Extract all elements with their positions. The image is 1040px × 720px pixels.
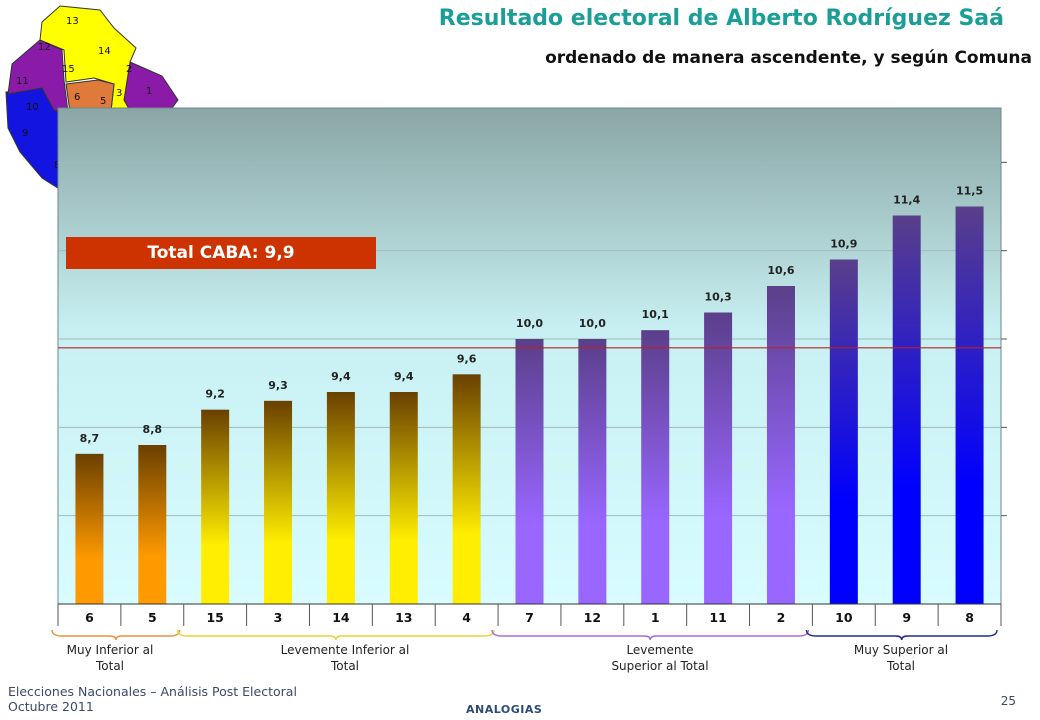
group-label-line: Superior al Total bbox=[611, 659, 709, 673]
brand-label: ANALOGIAS bbox=[466, 703, 543, 716]
group-bracket bbox=[51, 629, 181, 641]
map-label: 10 bbox=[26, 102, 39, 113]
x-tick-label: 14 bbox=[332, 610, 350, 625]
x-tick-label: 2 bbox=[777, 610, 786, 625]
x-tick-label: 8 bbox=[965, 610, 974, 625]
bar-comuna-3 bbox=[264, 400, 293, 604]
bar-comuna-15 bbox=[201, 409, 230, 604]
map-label: 14 bbox=[98, 46, 111, 57]
map-label: 9 bbox=[22, 128, 28, 139]
x-tick-label: 9 bbox=[902, 610, 911, 625]
bar-value-label: 8,8 bbox=[143, 423, 163, 436]
bar-value-label: 9,4 bbox=[331, 370, 351, 383]
map-label: 6 bbox=[74, 92, 80, 103]
x-tick-label: 15 bbox=[206, 610, 223, 625]
bar-comuna-4 bbox=[452, 374, 481, 604]
map-label: 15 bbox=[62, 64, 75, 75]
bar-comuna-12 bbox=[578, 339, 607, 604]
bar-value-label: 11,4 bbox=[893, 193, 920, 206]
map-label: 13 bbox=[66, 16, 79, 27]
group-label-line: Levemente Inferior al bbox=[280, 643, 410, 657]
x-tick-label: 3 bbox=[274, 610, 283, 625]
group-label-line: Levemente bbox=[626, 643, 694, 657]
bar-value-label: 10,9 bbox=[830, 238, 857, 251]
x-tick-label: 11 bbox=[709, 610, 726, 625]
map-label: 4 bbox=[114, 130, 120, 141]
bar-value-label: 10,1 bbox=[642, 308, 669, 321]
x-tick-label: 5 bbox=[148, 610, 157, 625]
bar-value-label: 9,6 bbox=[457, 352, 477, 365]
bar-comuna-10 bbox=[829, 259, 858, 604]
x-axis: 6 5 15 3 14 13 4 7 12 1 11 2 10 9 8 bbox=[57, 603, 1002, 626]
map-label: 11 bbox=[16, 76, 29, 87]
group-label-line: Muy Inferior al bbox=[66, 643, 154, 657]
bar-comuna-7 bbox=[515, 339, 544, 604]
map-label: 3 bbox=[116, 88, 122, 99]
group-label-line: Total bbox=[95, 659, 125, 673]
x-tick-label: 13 bbox=[395, 610, 412, 625]
group-label-leve-superior: Levemente Superior al Total bbox=[580, 642, 740, 674]
bar-comuna-8 bbox=[955, 206, 984, 604]
footer: Elecciones Nacionales – Análisis Post El… bbox=[8, 684, 297, 714]
bar-value-label: 9,4 bbox=[394, 370, 414, 383]
x-tick-label: 10 bbox=[835, 610, 853, 625]
map-label: 2 bbox=[126, 64, 132, 75]
map-label: 1 bbox=[146, 86, 152, 97]
bar-comuna-6 bbox=[75, 453, 104, 604]
group-label-line: Muy Superior al bbox=[853, 643, 949, 657]
bar-value-label: 10,0 bbox=[579, 317, 606, 330]
page-number: 25 bbox=[1000, 694, 1016, 708]
bar-comuna-14 bbox=[326, 392, 355, 604]
x-tick-label: 12 bbox=[584, 610, 601, 625]
group-label-muy-superior: Muy Superior al Total bbox=[834, 642, 968, 674]
group-label-line: Total bbox=[330, 659, 360, 673]
bar-comuna-1 bbox=[641, 330, 670, 604]
bar-value-label: 9,3 bbox=[268, 379, 288, 392]
map-label: 12 bbox=[38, 42, 51, 53]
group-bracket bbox=[177, 629, 495, 641]
x-tick-label: 7 bbox=[525, 610, 534, 625]
x-tick-label: 6 bbox=[85, 610, 94, 625]
group-label-muy-inferior: Muy Inferior al Total bbox=[52, 642, 168, 674]
map-label: 8 bbox=[54, 160, 60, 171]
page-title: Resultado electoral de Alberto Rodríguez… bbox=[438, 6, 1004, 31]
group-bracket bbox=[805, 629, 998, 641]
gridlines bbox=[58, 161, 1007, 517]
map-label: 7 bbox=[66, 116, 72, 127]
comunas-map: 13 14 12 15 2 11 1 6 5 3 10 7 9 4 8 bbox=[5, 5, 179, 193]
footer-line: Octubre 2011 bbox=[8, 699, 94, 714]
bar-value-label: 11,5 bbox=[956, 185, 983, 198]
group-label-line: Total bbox=[886, 659, 916, 673]
map-label: 5 bbox=[100, 96, 106, 107]
group-label-leve-inferior: Levemente Inferior al Total bbox=[240, 642, 450, 674]
bar-value-label: 10,0 bbox=[516, 317, 543, 330]
x-tick-label: 1 bbox=[651, 610, 660, 625]
group-brackets bbox=[51, 629, 998, 641]
bar-comuna-11 bbox=[704, 312, 733, 604]
bar-value-label: 10,6 bbox=[767, 264, 794, 277]
bar-comuna-9 bbox=[892, 215, 921, 605]
x-tick-label: 4 bbox=[462, 610, 471, 625]
bar-value-label: 8,7 bbox=[80, 432, 100, 445]
bar-value-label: 9,2 bbox=[205, 388, 225, 401]
bar-value-label: 10,3 bbox=[705, 291, 732, 304]
plot-area bbox=[57, 107, 1002, 605]
page-subtitle: ordenado de manera ascendente, y según C… bbox=[545, 48, 1032, 68]
bar-comuna-13 bbox=[389, 392, 418, 604]
footer-line: Elecciones Nacionales – Análisis Post El… bbox=[8, 684, 297, 699]
group-bracket bbox=[491, 629, 810, 641]
bar-comuna-2 bbox=[766, 286, 795, 604]
bar-comuna-5 bbox=[138, 445, 167, 604]
total-caba-badge: Total CABA: 9,9 bbox=[66, 237, 376, 269]
